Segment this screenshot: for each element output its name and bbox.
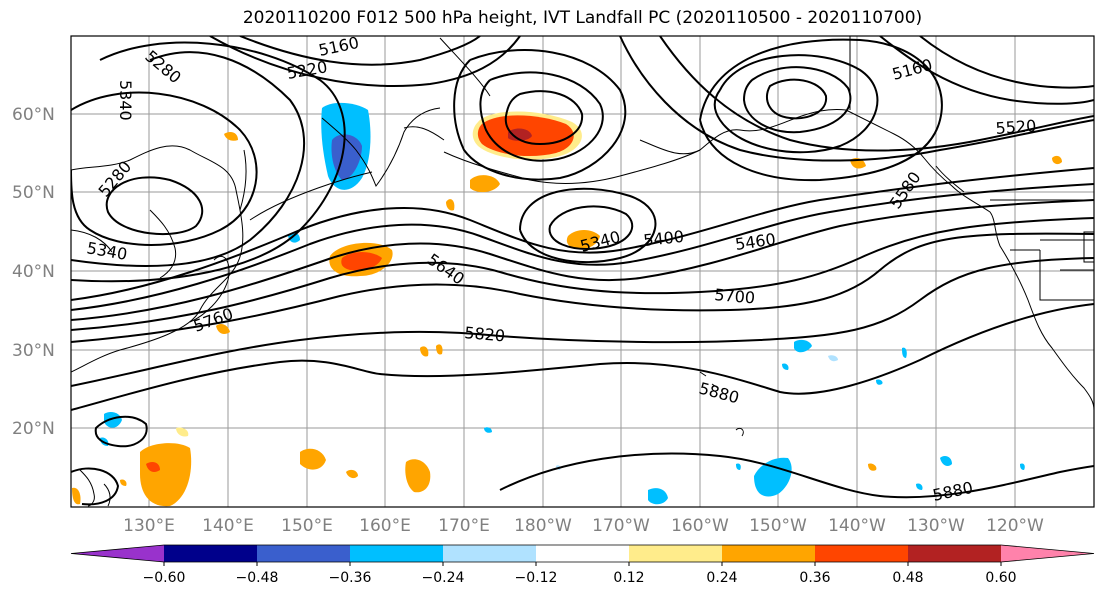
- colorbar-segment: [815, 545, 908, 562]
- lon-label: 180°W: [514, 516, 572, 536]
- plot-frame: [70, 35, 1095, 508]
- height-contours: [71, 36, 1094, 506]
- colorbar-tick-label: −0.12: [515, 570, 558, 586]
- lat-label: 40°N: [12, 262, 55, 282]
- lon-label: 170°E: [438, 516, 490, 536]
- plot-area: 5280 5160 5220 5340 5280 5340 5640 5760 …: [71, 36, 1094, 507]
- lon-label: 170°W: [592, 516, 650, 536]
- colorbar-tick-label: 0.24: [706, 570, 737, 586]
- colorbar-segment: [71, 545, 164, 562]
- colorbar-tick-label: −0.48: [236, 570, 279, 586]
- contour-label: 5700: [714, 285, 756, 307]
- contour-label: 5340: [116, 80, 135, 121]
- colorbar-segment: [536, 545, 629, 562]
- colorbar-tick-label: 0.48: [892, 570, 923, 586]
- lon-label: 160°E: [359, 516, 411, 536]
- colorbar-tick-label: −0.24: [422, 570, 465, 586]
- contour-label: 5400: [642, 227, 684, 250]
- lon-label: 130°W: [907, 516, 965, 536]
- colorbar-segment: [629, 545, 722, 562]
- lon-label: 120°W: [986, 516, 1044, 536]
- longitude-labels: 130°E 140°E 150°E 160°E 170°E 180°W 170°…: [123, 516, 1044, 536]
- contour-label: 5520: [995, 116, 1037, 138]
- colorbar-segment: [443, 545, 536, 562]
- colorbar-segment: [350, 545, 443, 562]
- lon-label: 160°W: [671, 516, 729, 536]
- map-title: 2020110200 F012 500 hPa height, IVT Land…: [242, 8, 923, 28]
- colorbar-segment: [722, 545, 815, 562]
- lon-label: 130°E: [123, 516, 175, 536]
- colorbar: −0.60 −0.48 −0.36 −0.24 −0.12 0.12 0.24 0.36 0.4…: [70, 544, 1095, 586]
- lon-label: 150°W: [749, 516, 807, 536]
- colorbar-tick-label: 0.12: [613, 570, 644, 586]
- lat-label: 50°N: [12, 183, 55, 203]
- colorbar-tick-label: 0.36: [799, 570, 830, 586]
- colorbar-tick-label: −0.36: [329, 570, 372, 586]
- lat-label: 20°N: [12, 419, 55, 439]
- contour-label: 5820: [464, 323, 506, 345]
- colorbar-tick-label: 0.60: [985, 570, 1016, 586]
- colorbar-segment: [257, 545, 350, 562]
- lat-label: 30°N: [12, 341, 55, 361]
- lat-label: 60°N: [12, 105, 55, 125]
- lon-label: 140°E: [202, 516, 254, 536]
- lon-label: 150°E: [281, 516, 333, 536]
- colorbar-segment: [164, 545, 257, 562]
- colorbar-segment: [1001, 545, 1094, 562]
- latitude-labels: 60°N 50°N 40°N 30°N 20°N: [12, 105, 55, 439]
- colorbar-tick-label: −0.60: [143, 570, 186, 586]
- lon-label: 140°W: [828, 516, 886, 536]
- colorbar-segment: [908, 545, 1001, 562]
